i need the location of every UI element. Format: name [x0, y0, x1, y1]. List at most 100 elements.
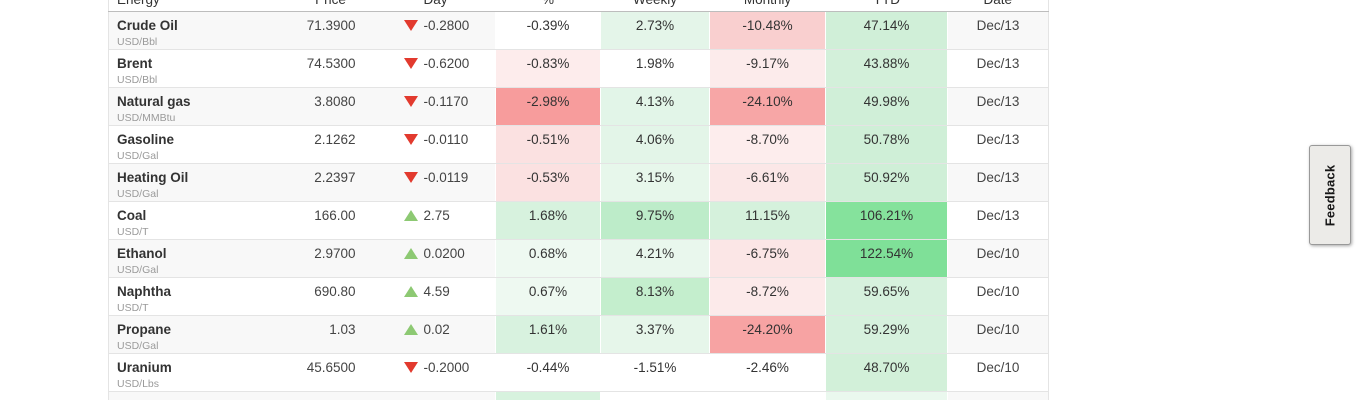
table-row: Coal USD/T 166.00 2.75 1.68% 9.75% 11.15…	[108, 201, 1049, 240]
table-row: Gasoline USD/Gal 2.1262 -0.0110 -0.51% 4…	[108, 125, 1049, 164]
feedback-button-label: Feedback	[1322, 164, 1338, 226]
column-header-energy[interactable]: Energy	[108, 0, 286, 12]
weekly-cell: 9.75%	[600, 201, 710, 240]
percent-cell: 0.67%	[495, 277, 601, 316]
energy-cell: Methanol	[108, 391, 286, 400]
price-cell: 2.2397	[285, 163, 376, 202]
monthly-cell: -6.61%	[709, 163, 826, 202]
price-cell: 2.1262	[285, 125, 376, 164]
percent-cell: -0.44%	[495, 353, 601, 392]
ytd-cell: 59.65%	[825, 277, 948, 316]
date-cell: Dec/10	[947, 353, 1049, 392]
direction-triangle-icon	[403, 285, 418, 297]
column-header-ytd[interactable]: YTD	[825, 0, 948, 12]
column-header-price[interactable]: Price	[285, 0, 376, 12]
day-change-value: 4.59	[423, 283, 450, 299]
column-header-monthly[interactable]: Monthly	[709, 0, 826, 12]
commodity-unit: USD/Bbl	[117, 35, 158, 48]
commodity-name[interactable]: Brent	[117, 55, 153, 71]
date-cell: Dec/13	[947, 49, 1049, 88]
commodity-unit: USD/T	[117, 301, 149, 314]
table-row: Methanol 2,671.00 49.00 1.87% 0.34% 2.61…	[108, 391, 1049, 400]
price-cell: 3.8080	[285, 87, 376, 126]
commodity-name[interactable]: Heating Oil	[117, 169, 189, 185]
weekly-cell: 8.13%	[600, 277, 710, 316]
commodity-name[interactable]: Methanol	[117, 398, 176, 400]
weekly-cell: 4.21%	[600, 239, 710, 278]
ytd-cell: 47.14%	[825, 11, 948, 50]
commodities-table: EnergyPriceDay%WeeklyMonthlyYTDDate Crud…	[108, 0, 1049, 400]
weekly-cell: 1.98%	[600, 49, 710, 88]
table-body: Crude Oil USD/Bbl 71.3900 -0.2800 -0.39%…	[108, 11, 1049, 400]
commodity-name[interactable]: Crude Oil	[117, 17, 178, 33]
weekly-cell: 4.13%	[600, 87, 710, 126]
energy-cell: Coal USD/T	[108, 201, 286, 240]
energy-cell: Crude Oil USD/Bbl	[108, 11, 286, 50]
ytd-cell: 59.29%	[825, 315, 948, 354]
day-change-cell: 4.59	[375, 277, 496, 316]
monthly-cell: -8.70%	[709, 125, 826, 164]
energy-cell: Brent USD/Bbl	[108, 49, 286, 88]
percent-cell: -0.51%	[495, 125, 601, 164]
day-change-value: -0.1170	[423, 93, 469, 109]
commodity-unit: USD/Bbl	[117, 73, 158, 86]
column-header-date[interactable]: Date	[947, 0, 1049, 12]
monthly-cell: 2.61%	[709, 391, 826, 400]
energy-cell: Naphtha USD/T	[108, 277, 286, 316]
energy-cell: Propane USD/Gal	[108, 315, 286, 354]
day-change-value: 49.00	[424, 398, 458, 400]
column-header-percent[interactable]: %	[495, 0, 601, 12]
date-cell: Dec/10	[947, 277, 1049, 316]
date-cell: Dec/13	[947, 163, 1049, 202]
date-cell: Dec/10	[947, 239, 1049, 278]
commodity-unit: USD/Gal	[117, 149, 159, 162]
monthly-cell: -2.46%	[709, 353, 826, 392]
commodity-name[interactable]: Gasoline	[117, 131, 175, 147]
price-cell: 45.6500	[285, 353, 376, 392]
direction-triangle-icon	[403, 209, 418, 221]
commodity-name[interactable]: Naphtha	[117, 283, 171, 299]
table-row: Ethanol USD/Gal 2.9700 0.0200 0.68% 4.21…	[108, 239, 1049, 278]
table-row: Natural gas USD/MMBtu 3.8080 -0.1170 -2.…	[108, 87, 1049, 126]
ytd-cell: 43.88%	[825, 49, 948, 88]
commodity-unit: USD/Gal	[117, 339, 159, 352]
monthly-cell: -10.48%	[709, 11, 826, 50]
monthly-cell: -9.17%	[709, 49, 826, 88]
date-cell: Dec/13	[947, 391, 1049, 400]
column-header-weekly[interactable]: Weekly	[600, 0, 710, 12]
commodity-name[interactable]: Uranium	[117, 359, 172, 375]
weekly-cell: -1.51%	[600, 353, 710, 392]
feedback-button[interactable]: Feedback	[1309, 145, 1351, 245]
day-change-value: -0.0119	[423, 169, 469, 185]
weekly-cell: 3.37%	[600, 315, 710, 354]
commodity-name[interactable]: Propane	[117, 321, 172, 337]
day-change-cell: -0.2800	[375, 11, 496, 50]
direction-triangle-icon	[403, 95, 418, 107]
weekly-cell: 2.73%	[600, 11, 710, 50]
table-row: Heating Oil USD/Gal 2.2397 -0.0119 -0.53…	[108, 163, 1049, 202]
column-header-day[interactable]: Day	[375, 0, 496, 12]
ytd-cell: 19.55%	[825, 391, 948, 400]
direction-triangle-icon	[403, 361, 418, 373]
monthly-cell: -24.10%	[709, 87, 826, 126]
commodity-unit: USD/Lbs	[117, 377, 160, 390]
table-row: Naphtha USD/T 690.80 4.59 0.67% 8.13% -8…	[108, 277, 1049, 316]
commodity-unit: USD/MMBtu	[117, 111, 176, 124]
ytd-cell: 122.54%	[825, 239, 948, 278]
commodity-name[interactable]: Coal	[117, 207, 147, 223]
day-change-value: 2.75	[423, 207, 450, 223]
day-change-cell: 49.00	[375, 391, 496, 400]
day-change-value: 0.02	[423, 321, 450, 337]
date-cell: Dec/13	[947, 125, 1049, 164]
day-change-cell: 2.75	[375, 201, 496, 240]
commodity-name[interactable]: Ethanol	[117, 245, 167, 261]
day-change-value: -0.6200	[423, 55, 470, 71]
day-change-value: -0.0110	[423, 131, 469, 147]
direction-triangle-icon	[403, 323, 418, 335]
date-cell: Dec/10	[947, 315, 1049, 354]
commodity-name[interactable]: Natural gas	[117, 93, 191, 109]
percent-cell: 1.87%	[495, 391, 601, 400]
day-change-cell: -0.0119	[375, 163, 496, 202]
ytd-cell: 50.78%	[825, 125, 948, 164]
table-row: Brent USD/Bbl 74.5300 -0.6200 -0.83% 1.9…	[108, 49, 1049, 88]
